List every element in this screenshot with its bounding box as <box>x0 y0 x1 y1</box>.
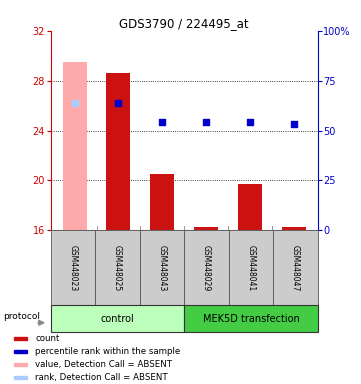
Text: GSM448029: GSM448029 <box>202 245 211 291</box>
Bar <box>51 230 95 305</box>
Text: MEK5D transfection: MEK5D transfection <box>203 314 299 324</box>
Bar <box>14 350 27 353</box>
Bar <box>14 337 27 340</box>
Bar <box>150 174 174 230</box>
Text: rank, Detection Call = ABSENT: rank, Detection Call = ABSENT <box>35 373 168 382</box>
Point <box>72 100 78 106</box>
Text: GSM448023: GSM448023 <box>68 245 77 291</box>
Bar <box>184 230 229 305</box>
Text: percentile rank within the sample: percentile rank within the sample <box>35 347 180 356</box>
Bar <box>106 73 130 230</box>
Bar <box>194 227 218 230</box>
Point <box>159 119 165 125</box>
Bar <box>140 230 184 305</box>
Bar <box>229 230 273 305</box>
Bar <box>238 184 262 230</box>
Text: GSM448043: GSM448043 <box>157 245 166 291</box>
Bar <box>282 227 306 230</box>
Text: GSM448041: GSM448041 <box>247 245 255 291</box>
Bar <box>62 62 87 230</box>
Bar <box>184 305 318 332</box>
Point <box>116 100 121 106</box>
Text: value, Detection Call = ABSENT: value, Detection Call = ABSENT <box>35 360 172 369</box>
Bar <box>273 230 318 305</box>
Bar <box>14 376 27 379</box>
Point <box>203 119 209 126</box>
Point <box>247 119 253 125</box>
Bar <box>51 305 184 332</box>
Title: GDS3790 / 224495_at: GDS3790 / 224495_at <box>119 17 249 30</box>
Text: control: control <box>100 314 134 324</box>
Point <box>291 121 296 127</box>
Text: protocol: protocol <box>4 312 40 321</box>
Bar <box>95 230 140 305</box>
Bar <box>14 363 27 366</box>
Text: GSM448047: GSM448047 <box>291 245 300 291</box>
Text: count: count <box>35 334 60 343</box>
Text: GSM448025: GSM448025 <box>113 245 122 291</box>
